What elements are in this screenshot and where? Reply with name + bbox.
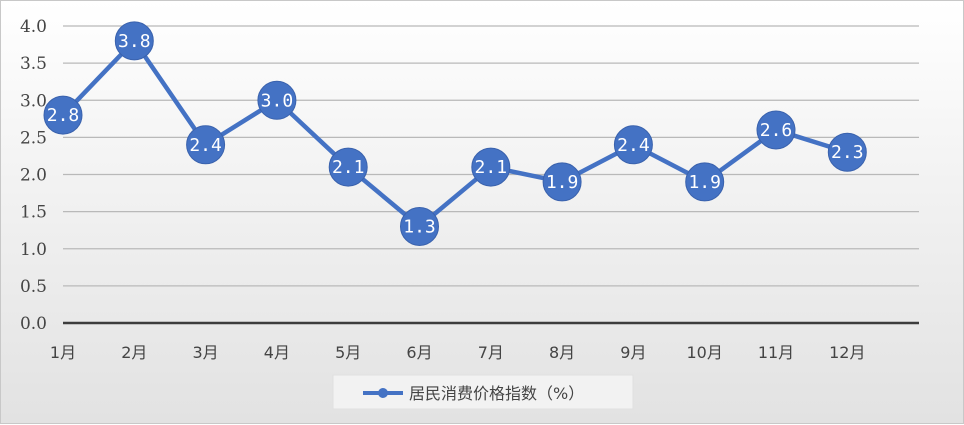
y-tick-label: 2.5 bbox=[20, 128, 47, 148]
data-label: 2.6 bbox=[760, 120, 793, 141]
x-tick-label: 7月 bbox=[478, 343, 504, 362]
data-label: 1.9 bbox=[546, 172, 579, 193]
data-point bbox=[257, 80, 297, 120]
x-tick-label: 3月 bbox=[193, 343, 219, 362]
x-tick-label: 8月 bbox=[549, 343, 575, 362]
data-label: 3.0 bbox=[261, 90, 294, 111]
legend-label: 居民消费价格指数（%） bbox=[409, 384, 584, 403]
data-point bbox=[471, 147, 511, 187]
x-tick-label: 1月 bbox=[50, 343, 76, 362]
x-tick-label: 2月 bbox=[121, 343, 147, 362]
data-point bbox=[328, 147, 368, 187]
data-point bbox=[827, 132, 867, 172]
data-label: 2.1 bbox=[332, 157, 365, 178]
x-tick-label: 9月 bbox=[620, 343, 646, 362]
y-tick-label: 3.0 bbox=[20, 91, 47, 111]
y-tick-label: 0.5 bbox=[20, 277, 47, 297]
data-point bbox=[43, 95, 83, 135]
series: 2.8 3.8 2.4 3.0 2.1 1.3 2.1 1.9 2.4 1.9 2.6 2.3 bbox=[43, 21, 867, 246]
x-tick-label: 12月 bbox=[829, 343, 865, 362]
data-point bbox=[400, 206, 439, 246]
x-tick-label: 4月 bbox=[264, 343, 290, 362]
data-point bbox=[542, 162, 582, 202]
series-line bbox=[61, 38, 848, 229]
y-tick-label: 2.0 bbox=[20, 166, 47, 186]
data-label: 2.8 bbox=[47, 105, 80, 126]
y-tick-label: 0.0 bbox=[20, 314, 47, 334]
x-tick-label: 6月 bbox=[406, 343, 432, 362]
data-point bbox=[114, 21, 154, 61]
data-label: 2.4 bbox=[617, 135, 650, 156]
data-label: 2.1 bbox=[475, 157, 508, 178]
y-tick-label: 3.5 bbox=[20, 54, 47, 74]
data-label: 1.3 bbox=[403, 216, 436, 237]
y-axis: 0.0 0.5 1.0 1.5 2.0 2.5 3.0 3.5 4.0 bbox=[20, 17, 47, 334]
data-label: 2.3 bbox=[831, 142, 864, 163]
data-label: 2.4 bbox=[189, 135, 222, 156]
data-point bbox=[613, 125, 653, 165]
x-axis: 1月 2月 3月 4月 5月 6月 7月 8月 9月 10月 11月 12月 bbox=[50, 343, 866, 362]
data-point bbox=[685, 162, 725, 202]
x-tick-label: 5月 bbox=[335, 343, 361, 362]
x-tick-label: 11月 bbox=[758, 343, 794, 362]
data-point bbox=[186, 125, 226, 165]
y-tick-label: 1.5 bbox=[20, 203, 47, 223]
data-point bbox=[756, 110, 796, 150]
legend: 居民消费价格指数（%） bbox=[332, 374, 634, 410]
y-tick-label: 4.0 bbox=[20, 17, 47, 37]
legend-marker bbox=[378, 388, 388, 398]
data-label: 1.9 bbox=[688, 172, 721, 193]
data-label: 3.8 bbox=[118, 31, 151, 52]
y-tick-label: 1.0 bbox=[20, 240, 47, 260]
x-tick-label: 10月 bbox=[687, 343, 723, 362]
